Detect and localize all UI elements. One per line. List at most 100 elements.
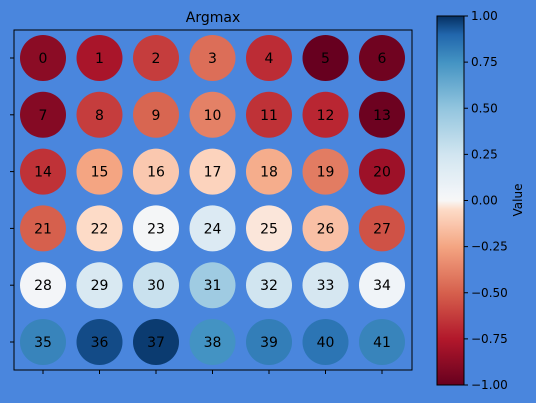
cell-2-4 xyxy=(246,148,292,195)
cell-1-2 xyxy=(133,91,179,138)
cell-3-6 xyxy=(359,205,405,252)
cell-0-4 xyxy=(246,35,292,81)
cell-label-3-2: 23 xyxy=(147,221,165,237)
cell-4-3 xyxy=(189,262,236,309)
cell-5-2 xyxy=(133,319,179,365)
cell-label-4-4: 32 xyxy=(260,278,278,294)
colorbar-tick-label-2: 0.50 xyxy=(471,101,498,115)
chart-title: Argmax xyxy=(186,10,240,26)
cell-2-6 xyxy=(359,148,405,195)
colorbar-tick-label-7: −0.75 xyxy=(471,332,508,346)
cell-label-5-5: 40 xyxy=(317,335,335,351)
cell-label-5-0: 35 xyxy=(34,335,52,351)
cell-label-4-6: 34 xyxy=(373,278,391,294)
cell-4-2 xyxy=(133,262,179,309)
colorbar-tick-label-5: −0.25 xyxy=(471,240,508,254)
cell-2-0 xyxy=(20,148,66,195)
cell-label-3-3: 24 xyxy=(204,221,222,237)
cell-label-3-0: 21 xyxy=(34,221,52,237)
cell-0-2 xyxy=(133,35,179,81)
cell-5-3 xyxy=(189,319,236,365)
cell-label-2-6: 20 xyxy=(373,165,391,181)
cell-0-6 xyxy=(359,35,405,81)
cell-3-3 xyxy=(189,205,236,252)
colorbar-tick-label-8: −1.00 xyxy=(471,378,508,392)
cell-label-2-1: 15 xyxy=(91,165,109,181)
cell-label-5-4: 39 xyxy=(260,335,278,351)
cell-label-1-4: 11 xyxy=(260,108,278,124)
cell-3-4 xyxy=(246,205,292,252)
cell-4-1 xyxy=(76,262,123,309)
colorbar xyxy=(436,15,465,386)
cell-label-2-3: 17 xyxy=(204,165,222,181)
cell-3-0 xyxy=(20,205,66,252)
cell-label-2-2: 16 xyxy=(147,165,165,181)
cell-1-0 xyxy=(20,91,66,138)
cell-label-1-5: 12 xyxy=(317,108,335,124)
cell-label-4-3: 31 xyxy=(204,278,222,294)
colorbar-tick-label-4: 0.00 xyxy=(471,194,498,208)
cell-label-1-2: 9 xyxy=(152,108,161,124)
colorbar-ticks: 1.00 0.75 0.50 0.25 0.00 −0.25 −0.50 −0.75 −1.00 xyxy=(464,9,508,392)
cell-label-3-6: 27 xyxy=(373,221,391,237)
cell-1-5 xyxy=(302,91,349,138)
cell-4-4 xyxy=(246,262,292,309)
cell-5-6 xyxy=(359,319,405,365)
cell-2-1 xyxy=(76,148,123,195)
cell-2-2 xyxy=(133,148,179,195)
cell-label-5-2: 37 xyxy=(147,335,165,351)
y-ticks xyxy=(10,57,14,343)
cell-4-6 xyxy=(359,262,405,309)
cell-label-0-4: 4 xyxy=(265,51,274,67)
cell-label-2-5: 19 xyxy=(317,165,335,181)
cell-label-0-2: 2 xyxy=(152,51,161,67)
cell-label-0-5: 5 xyxy=(321,51,330,67)
cell-2-5 xyxy=(302,148,349,195)
colorbar-tick-label-6: −0.50 xyxy=(471,286,508,300)
cell-0-1 xyxy=(76,35,123,81)
cell-label-0-3: 3 xyxy=(208,51,217,67)
cell-label-4-1: 29 xyxy=(91,278,109,294)
cell-3-5 xyxy=(302,205,349,252)
cell-label-4-0: 28 xyxy=(34,278,52,294)
cell-label-2-4: 18 xyxy=(260,165,278,181)
colorbar-tick-label-3: 0.25 xyxy=(471,147,498,161)
cell-label-1-6: 13 xyxy=(373,108,391,124)
cell-label-0-0: 0 xyxy=(39,51,48,67)
cell-label-2-0: 14 xyxy=(34,165,52,181)
cell-0-3 xyxy=(189,35,236,81)
cell-label-4-5: 33 xyxy=(317,278,335,294)
cell-3-2 xyxy=(133,205,179,252)
cell-label-1-0: 7 xyxy=(39,108,48,124)
cell-0-0 xyxy=(20,35,66,81)
cell-4-0 xyxy=(20,262,66,309)
cell-label-3-5: 26 xyxy=(317,221,335,237)
cell-1-3 xyxy=(189,91,236,138)
plot-area xyxy=(13,29,413,371)
cell-label-5-6: 41 xyxy=(373,335,391,351)
cell-1-6 xyxy=(359,91,405,138)
cell-1-1 xyxy=(76,91,123,138)
colorbar-label: Value xyxy=(511,184,525,217)
cell-4-5 xyxy=(302,262,349,309)
cell-1-4 xyxy=(246,91,292,138)
cell-label-5-3: 38 xyxy=(204,335,222,351)
x-ticks xyxy=(42,370,383,374)
cell-label-1-3: 10 xyxy=(204,108,222,124)
cell-label-1-1: 8 xyxy=(95,108,104,124)
cell-5-4 xyxy=(246,319,292,365)
cell-5-0 xyxy=(20,319,66,365)
cell-label-0-1: 1 xyxy=(95,51,104,67)
cell-2-3 xyxy=(189,148,236,195)
cell-label-0-6: 6 xyxy=(378,51,387,67)
cell-0-5 xyxy=(302,35,349,81)
cell-label-4-2: 30 xyxy=(147,278,165,294)
colorbar-tick-label-1: 0.75 xyxy=(471,55,498,69)
colorbar-tick-label-0: 1.00 xyxy=(471,9,498,23)
cell-5-5 xyxy=(302,319,349,365)
cell-label-5-1: 36 xyxy=(91,335,109,351)
cell-3-1 xyxy=(76,205,123,252)
cell-5-1 xyxy=(76,319,123,365)
